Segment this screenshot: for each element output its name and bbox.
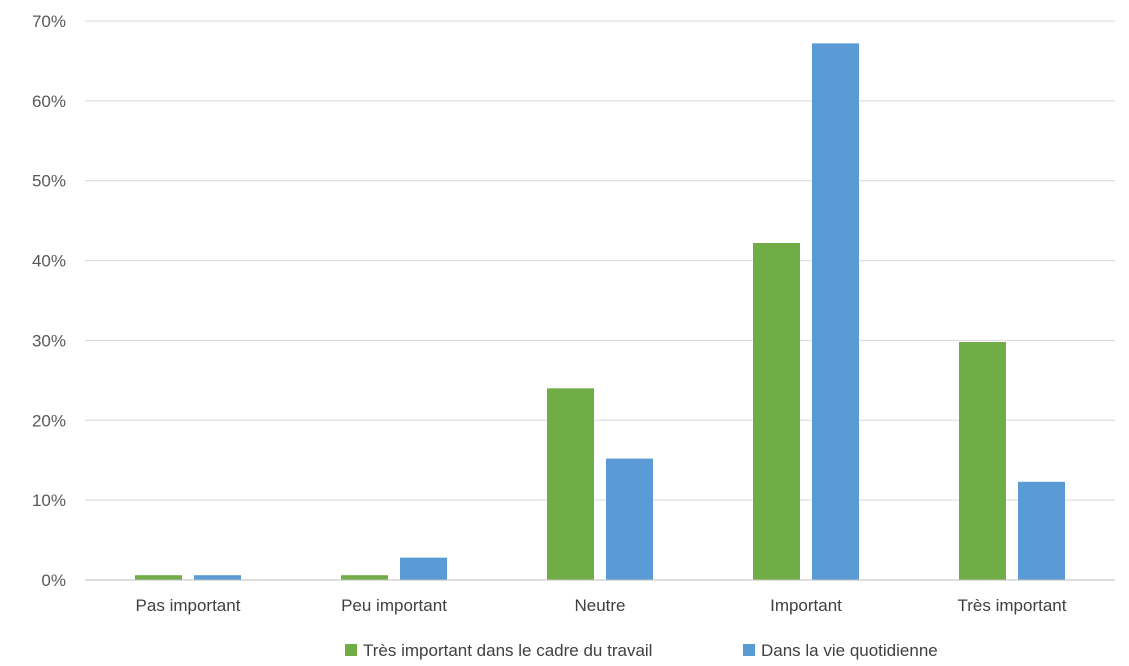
- bars: [135, 43, 1065, 581]
- x-axis-categories: Pas important Peu important Neutre Impor…: [136, 596, 1067, 615]
- category-label-peu-important: Peu important: [341, 596, 447, 615]
- legend-swatch-quotidienne: [743, 644, 755, 656]
- bar-travail-4: [959, 342, 1006, 580]
- y-tick-20: 20%: [32, 411, 66, 430]
- category-label-neutre: Neutre: [574, 596, 625, 615]
- bar-quotidienne-2: [606, 458, 653, 580]
- bar-travail-3: [753, 243, 800, 580]
- bar-travail-0: [135, 575, 182, 580]
- y-tick-70: 70%: [32, 12, 66, 31]
- y-tick-0: 0%: [41, 571, 66, 590]
- y-axis-ticks: 0% 10% 20% 30% 40% 50% 60% 70%: [32, 12, 66, 590]
- category-label-tres-important: Très important: [958, 596, 1067, 615]
- y-tick-50: 50%: [32, 172, 66, 191]
- legend-swatch-travail: [345, 644, 357, 656]
- bar-quotidienne-1: [400, 557, 447, 580]
- bar-quotidienne-3: [812, 43, 859, 581]
- y-tick-30: 30%: [32, 331, 66, 350]
- gridlines: [85, 20, 1115, 501]
- category-label-important: Important: [770, 596, 842, 615]
- bar-quotidienne-4: [1018, 481, 1065, 580]
- legend-label-quotidienne: Dans la vie quotidienne: [761, 641, 938, 660]
- y-tick-60: 60%: [32, 92, 66, 111]
- bar-quotidienne-0: [194, 575, 241, 580]
- legend: Très important dans le cadre du travail …: [345, 641, 938, 660]
- y-tick-40: 40%: [32, 252, 66, 271]
- category-label-pas-important: Pas important: [136, 596, 241, 615]
- bar-travail-1: [341, 575, 388, 580]
- y-tick-10: 10%: [32, 491, 66, 510]
- legend-label-travail: Très important dans le cadre du travail: [363, 641, 652, 660]
- bar-travail-2: [547, 388, 594, 580]
